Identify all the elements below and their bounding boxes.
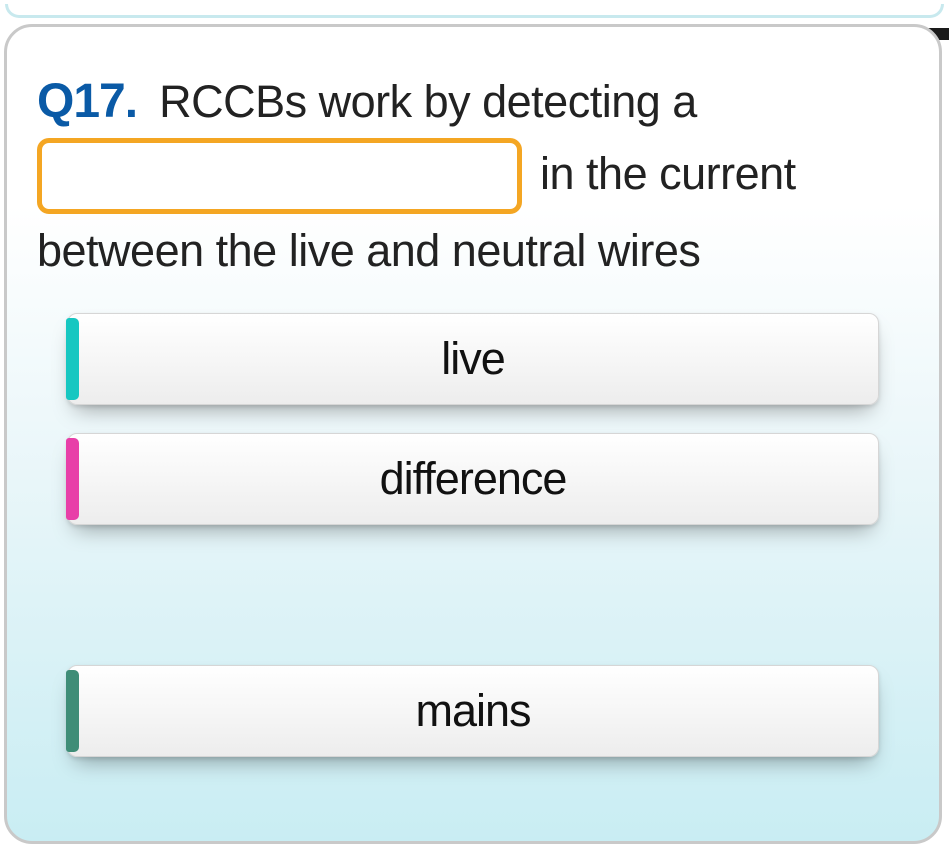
- question-number: Q17.: [37, 75, 137, 128]
- fill-in-blank[interactable]: [37, 138, 522, 214]
- answer-option-live[interactable]: live: [67, 313, 879, 405]
- answer-stripe: [66, 438, 79, 520]
- answer-option-mains[interactable]: mains: [67, 665, 879, 757]
- answer-stripe: [66, 670, 79, 752]
- answer-label: difference: [380, 453, 567, 505]
- question-text-before: RCCBs work by detecting a: [159, 76, 697, 127]
- answer-label: mains: [415, 685, 530, 737]
- question-text-line-3: between the live and neutral wires: [37, 225, 700, 276]
- answer-list: live difference mains: [37, 313, 909, 757]
- answer-option-difference[interactable]: difference: [67, 433, 879, 525]
- question-card: Q17. RCCBs work by detecting a in the cu…: [4, 24, 942, 844]
- question-text-after-1: in the current: [540, 148, 796, 199]
- previous-card-edge: [5, 4, 944, 18]
- answer-stripe: [66, 318, 79, 400]
- answer-label: live: [441, 333, 505, 385]
- answer-gap: [67, 553, 879, 665]
- question-text: Q17. RCCBs work by detecting a in the cu…: [37, 65, 909, 285]
